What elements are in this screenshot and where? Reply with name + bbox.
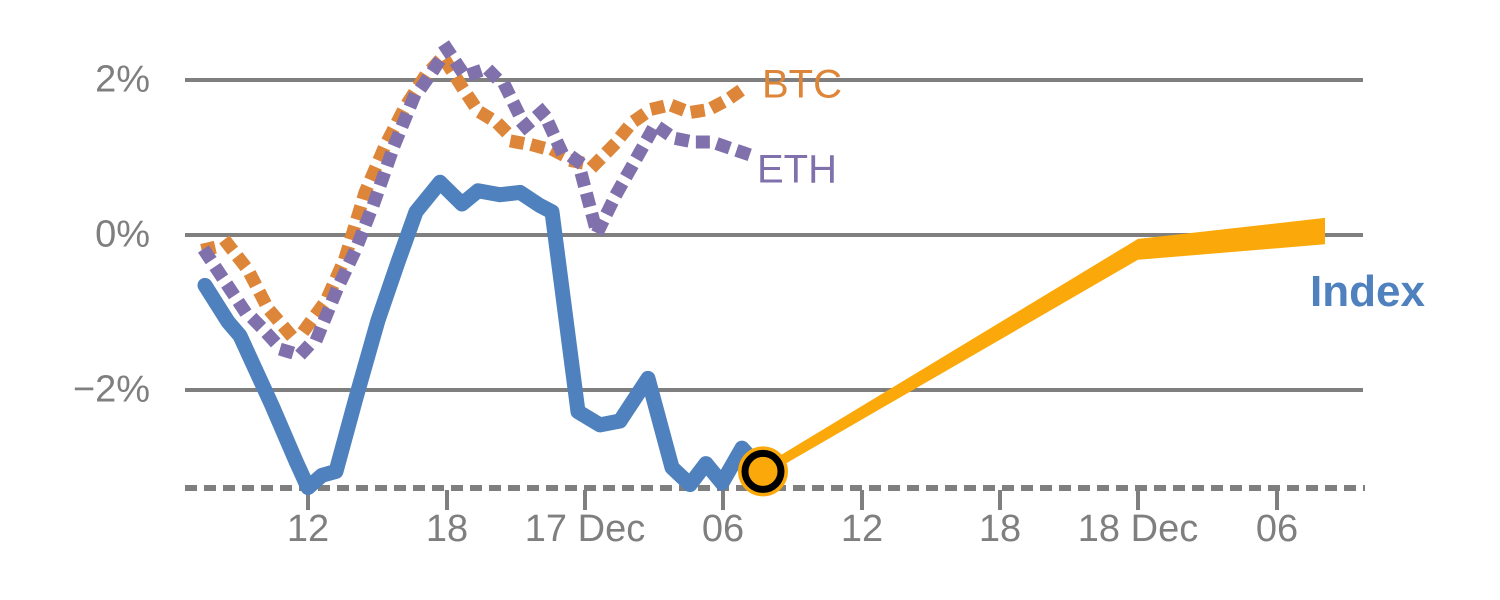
ytick-label-2pct: 2% — [95, 58, 150, 101]
btc-series-line — [200, 46, 760, 340]
forecast-marker-ring — [741, 449, 785, 493]
xtick-label-8: 06 — [1255, 508, 1299, 550]
forecast-start-marker[interactable] — [738, 446, 788, 497]
xtick-label-2: 18 — [425, 508, 469, 550]
eth-series-line — [197, 37, 755, 363]
ytick-label-neg2pct: −2% — [72, 368, 150, 411]
series-label-btc: BTC — [762, 62, 842, 107]
x-axis-ticks — [306, 490, 1279, 510]
xtick-label-6: 18 — [978, 508, 1022, 550]
ytick-label-0pct: 0% — [95, 213, 150, 256]
xtick-label-3: 17 Dec — [524, 508, 646, 550]
xtick-label-7: 18 Dec — [1077, 508, 1199, 550]
xtick-label-1: 12 — [286, 508, 330, 550]
gridlines — [185, 78, 1363, 392]
xtick-label-4: 06 — [701, 508, 745, 550]
xtick-label-5: 12 — [840, 508, 884, 550]
series-label-index: Index — [1310, 267, 1425, 316]
forecast-band-area — [763, 217, 1325, 477]
series-label-eth: ETH — [757, 147, 837, 192]
index-series-line — [197, 174, 771, 496]
